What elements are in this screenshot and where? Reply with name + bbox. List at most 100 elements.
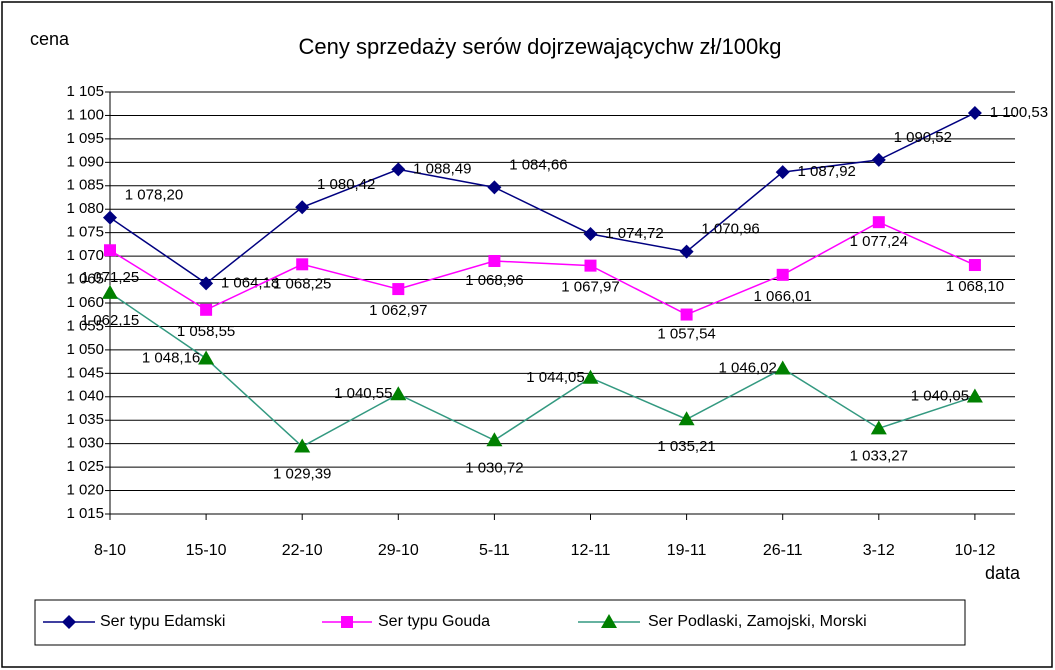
y-tick-label: 1 085 [66,177,104,194]
marker [200,303,213,316]
data-label: 1 087,92 [798,163,856,180]
data-label: 1 066,01 [754,288,812,305]
data-label: 1 078,20 [125,187,183,204]
y-tick-label: 1 070 [66,247,104,264]
data-label: 1 084,66 [509,156,567,173]
x-tick-label: 29-10 [378,542,419,559]
data-label: 1 035,21 [657,438,715,455]
data-label: 1 071,25 [81,269,139,286]
data-label: 1 070,96 [701,221,759,238]
legend-label: Ser typu Gouda [378,613,490,630]
data-label: 1 100,53 [990,104,1048,121]
marker [62,615,76,629]
x-tick-label: 10-12 [954,542,995,559]
data-label: 1 046,02 [719,360,777,377]
y-tick-label: 1 035 [66,411,104,428]
data-label: 1 080,42 [317,176,375,193]
marker [390,386,407,401]
data-label: 1 077,24 [850,233,908,250]
data-label: 1 030,72 [465,459,523,476]
marker [294,438,311,453]
marker [680,308,693,321]
y-tick-label: 1 040 [66,388,104,405]
marker [104,244,116,257]
legend-label: Ser Podlaski, Zamojski, Morski [648,613,867,630]
legend-box [34,599,966,646]
data-label: 1 067,97 [561,279,619,296]
data-label: 1 088,49 [413,160,471,177]
y-tick-label: 1 080 [66,200,104,217]
marker [199,276,214,291]
y-tick-label: 1 105 [66,83,104,100]
marker [872,216,885,229]
y-tick-label: 1 045 [66,364,104,381]
series-line [109,292,976,448]
marker [871,152,886,167]
y-tick-label: 1 055 [66,317,104,334]
marker [198,350,215,365]
y-tick-label: 1 020 [66,482,104,499]
data-label: 1 029,39 [273,465,331,482]
x-tick-label: 12-11 [571,542,611,559]
y-tick-label: 1 100 [66,106,104,123]
x-tick-label: 19-11 [667,542,707,559]
x-tick-label: 5-11 [479,542,510,559]
y-tick-label: 1 015 [66,505,104,522]
marker [295,200,310,215]
marker [776,268,789,281]
marker [584,259,597,272]
y-tick-label: 1 090 [66,153,104,170]
data-label: 1 048,16 [142,349,200,366]
marker [679,244,694,259]
marker [775,165,790,180]
marker [678,411,695,426]
marker [392,283,405,296]
x-tick-label: 22-10 [282,542,323,559]
y-tick-label: 1 025 [66,458,104,475]
marker [968,259,981,272]
legend-label: Ser typu Edamski [100,613,225,630]
y-tick-label: 1 065 [66,271,104,288]
marker [486,432,503,447]
x-axis-label: data [985,563,1021,583]
data-label: 1 033,27 [850,447,908,464]
y-tick-label: 1 050 [66,341,104,358]
data-label: 1 064,18 [221,274,279,291]
data-label: 1 074,72 [605,225,663,242]
data-label: 1 068,96 [465,272,523,289]
marker [870,420,887,435]
data-label: 1 040,55 [334,385,392,402]
marker [583,226,598,241]
marker [102,284,118,299]
marker [487,180,502,195]
chart-title: Ceny sprzedaży serów dojrzewającychw zł/… [299,34,782,59]
x-tick-label: 26-11 [763,542,803,559]
data-label: 1 057,54 [657,326,715,343]
y-tick-label: 1 060 [66,294,104,311]
marker [103,210,117,225]
data-label: 1 040,05 [911,388,969,405]
data-label: 1 058,55 [177,323,235,340]
data-label: 1 044,05 [526,369,584,386]
marker [601,614,617,628]
marker [774,360,791,375]
x-tick-label: 3-12 [863,542,895,559]
marker [296,258,309,271]
marker [582,369,599,384]
x-tick-label: 8-10 [94,542,126,559]
marker [341,616,353,628]
data-label: 1 068,25 [273,275,331,292]
y-axis-label: cena [30,29,70,49]
y-tick-label: 1 030 [66,435,104,452]
data-label: 1 062,15 [81,312,139,329]
marker [966,388,983,403]
y-tick-label: 1 075 [66,224,104,241]
marker [967,105,982,120]
x-tick-label: 15-10 [186,542,227,559]
y-tick-label: 1 095 [66,130,104,147]
data-label: 1 062,97 [369,302,427,319]
data-label: 1 068,10 [946,278,1004,295]
data-label: 1 090,52 [894,129,952,146]
